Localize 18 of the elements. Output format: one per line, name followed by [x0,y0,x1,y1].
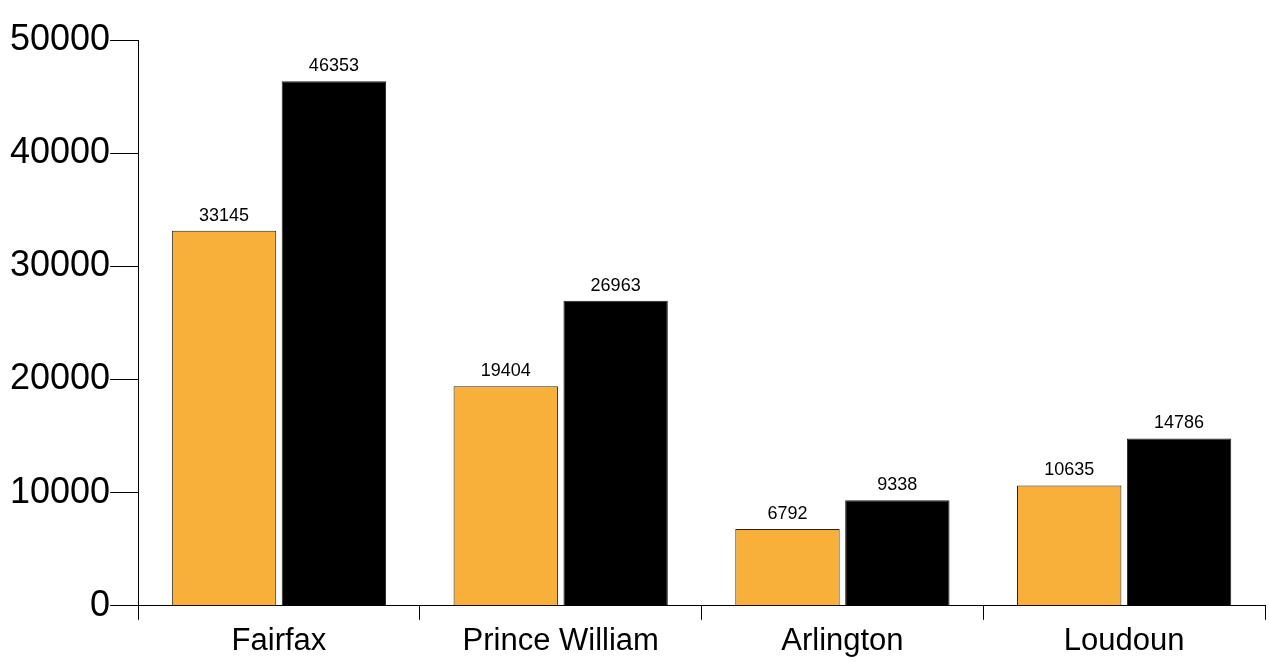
y-tick-label: 0 [90,582,111,624]
x-tick-label: Arlington [781,621,904,657]
data-label: 14786 [1154,412,1205,433]
y-tick-label: 40000 [10,130,111,172]
data-label: 46353 [308,55,359,76]
x-tick-label: Fairfax [231,621,327,657]
data-label: 33145 [199,204,250,225]
y-tick-label: 50000 [10,16,111,58]
x-tick-label: Prince William [462,621,659,657]
y-tick-label: 20000 [10,356,111,398]
data-label: 9338 [877,474,918,495]
y-tick-label: 30000 [10,243,111,285]
data-label: 26963 [590,274,641,295]
data-label: 10635 [1044,459,1095,480]
data-label: 6792 [767,502,808,523]
x-tick-label: Loudoun [1063,621,1185,657]
data-label: 19404 [480,360,531,381]
y-tick-label: 10000 [10,469,111,511]
